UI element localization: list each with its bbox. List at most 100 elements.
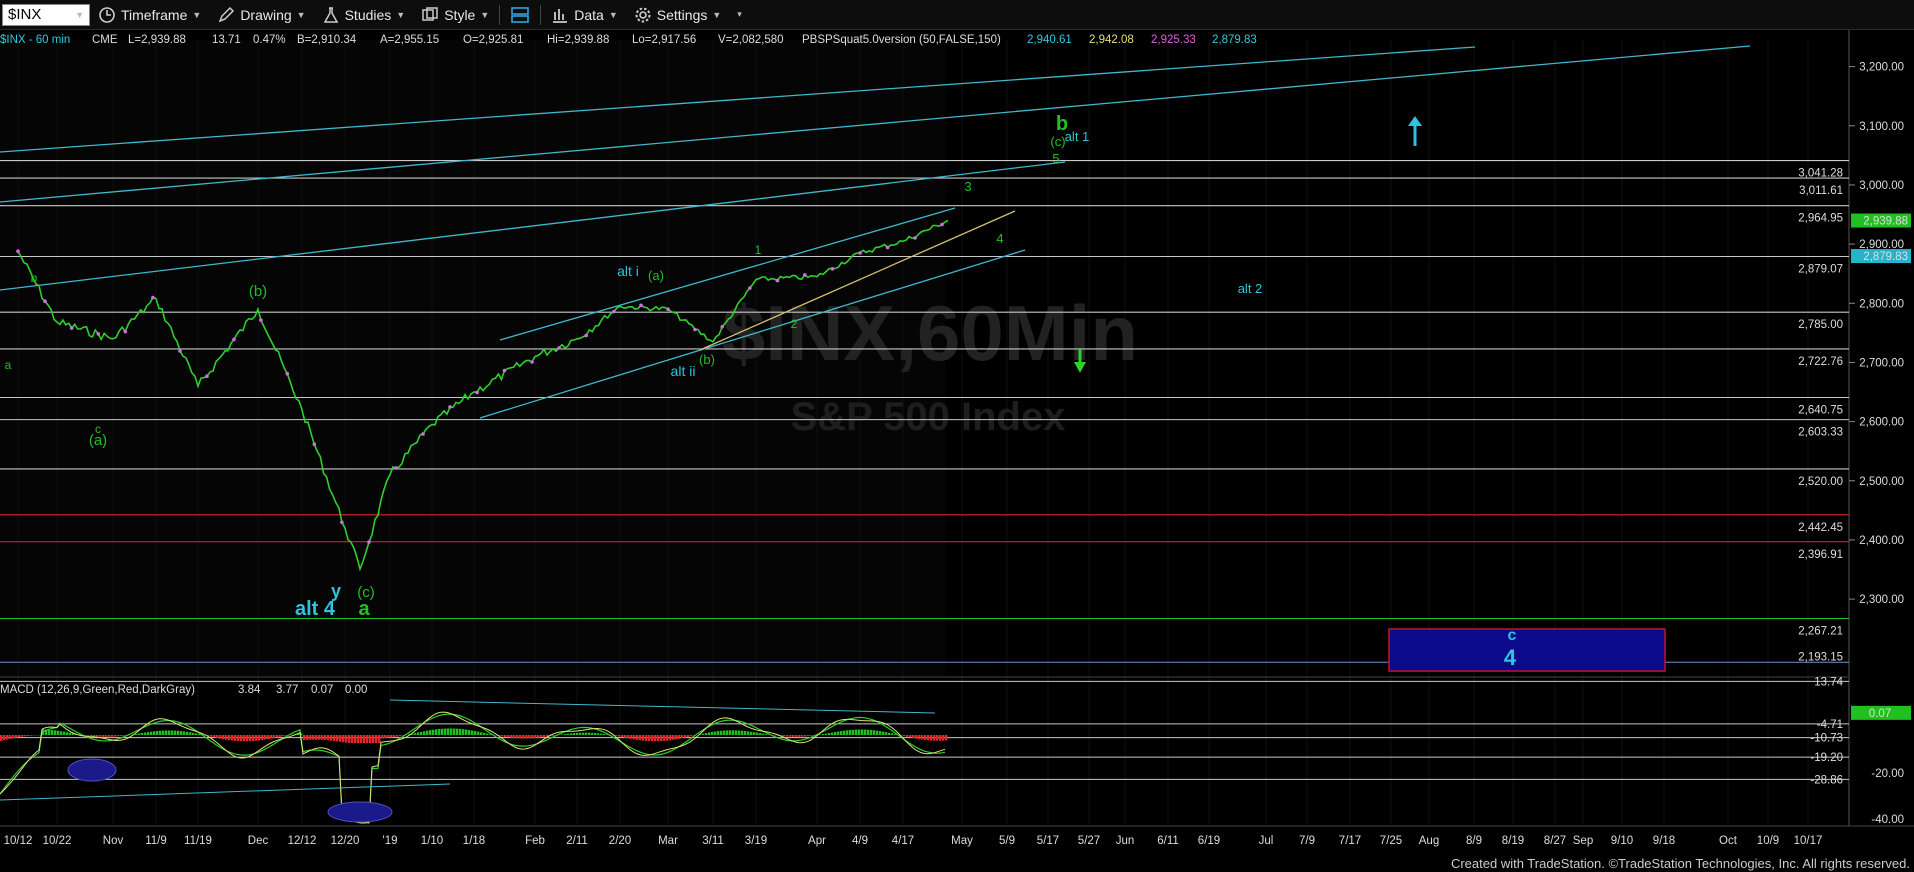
target-zone-box (1388, 628, 1666, 672)
macd-bar (903, 735, 906, 737)
studies-label: Studies (344, 6, 392, 23)
macd-bar (825, 733, 828, 735)
price-dot (340, 520, 344, 525)
price-dot (693, 327, 697, 332)
macd-bar (135, 733, 138, 735)
price-axis: 3,200.00 3,100.00 3,000.00 2,900.00 2,800.00… (1849, 62, 1911, 606)
style-button[interactable]: Style ▼ (413, 0, 497, 29)
macd-bar (582, 732, 585, 735)
timeframe-button[interactable]: Timeframe ▼ (90, 0, 209, 29)
macd-bar (828, 733, 831, 735)
price-markers (16, 222, 944, 544)
toolbar-divider (499, 4, 501, 25)
macd-bar (423, 731, 426, 735)
macd-bar (27, 735, 30, 736)
wave-label: 4 (1504, 645, 1517, 670)
macd-bar (498, 735, 501, 737)
macd-bar (216, 735, 219, 739)
toolbar-overflow-button[interactable]: ▾ (729, 0, 750, 29)
macd-bar (681, 735, 684, 739)
macd-bar (18, 735, 21, 738)
info-bid: B=2,910.34 (297, 34, 357, 46)
wave-label: alt 2 (1238, 281, 1263, 296)
macd-bar (714, 731, 717, 735)
x-tick-label: Dec (248, 835, 269, 847)
wave-trendline (699, 210, 1016, 351)
macd-bar (873, 730, 876, 735)
chart-area[interactable]: $INX,60Min S&P 500 Index 3,041.28 3,011.6… (0, 30, 1914, 872)
macd-bar (243, 735, 246, 742)
drawing-button[interactable]: Drawing ▼ (209, 0, 313, 29)
macd-bar (357, 735, 360, 743)
macd-bar (120, 735, 123, 737)
macd-bar (426, 730, 429, 735)
settings-button[interactable]: Settings ▼ (626, 0, 730, 29)
macd-bar (591, 732, 594, 735)
info-ask: A=2,955.15 (380, 34, 439, 46)
layout-icon (511, 6, 530, 23)
price-dot (612, 309, 616, 314)
macd-bar (267, 735, 270, 740)
macd-bar (420, 731, 423, 735)
macd-bar (480, 732, 483, 735)
macd-bar (528, 735, 531, 739)
macd-bar (198, 734, 201, 735)
macd-bar (891, 733, 894, 735)
macd-bar (417, 732, 420, 735)
macd-bar (657, 735, 660, 742)
macd-bar (45, 729, 48, 735)
price-dot (666, 307, 670, 312)
x-tick-label: 5/17 (1037, 835, 1059, 847)
price-dot (232, 337, 236, 342)
x-tick-label: 8/19 (1502, 835, 1524, 847)
macd-bar (306, 735, 309, 741)
data-button[interactable]: Data ▼ (543, 0, 626, 29)
x-tick-label: Jun (1116, 835, 1135, 847)
macd-bar (732, 730, 735, 735)
price-dot (285, 371, 290, 376)
macd-bar (219, 735, 222, 739)
y-tick-label: 2,600.00 (1859, 417, 1904, 429)
macd-highlight-ellipse (327, 801, 393, 823)
chevron-down-icon[interactable]: ▼ (75, 9, 84, 20)
macd-bar (876, 730, 879, 735)
y-tick-label: 2,500.00 (1859, 476, 1904, 488)
macd-bar (96, 735, 99, 737)
macd-bar (726, 730, 729, 735)
macd-bar (192, 732, 195, 735)
macd-bar (186, 731, 189, 735)
price-dot (367, 540, 371, 544)
macd-bar (630, 735, 633, 739)
x-tick-label: 10/12 (4, 835, 33, 847)
macd-bar (759, 733, 762, 735)
macd-bar (312, 735, 315, 740)
macd-bar (849, 729, 852, 735)
macd-bar (228, 735, 231, 741)
x-tick-label: 2/11 (566, 835, 588, 847)
style-label: Style (444, 6, 476, 23)
macd-bar (396, 735, 399, 737)
studies-button[interactable]: Studies ▼ (314, 0, 414, 29)
macd-bar (636, 735, 639, 740)
macd-bar (174, 730, 177, 735)
macd-bar (108, 735, 111, 737)
macd-bar (459, 728, 462, 735)
macd-legend-value: 0.07 (311, 684, 333, 696)
macd-bar (54, 730, 57, 735)
x-tick-label: Nov (103, 835, 124, 847)
macd-bar (531, 735, 534, 739)
x-tick-label: 4/17 (892, 835, 914, 847)
macd-bar (9, 735, 12, 739)
macd-bar (936, 735, 939, 741)
x-tick-label: Aug (1419, 835, 1439, 847)
macd-bar (684, 735, 687, 738)
layout-button[interactable] (502, 0, 538, 29)
macd-histogram (0, 728, 948, 743)
x-tick-label: 1/18 (463, 835, 485, 847)
macd-bar (840, 731, 843, 735)
macd-bar (111, 735, 114, 737)
macd-bar (360, 735, 363, 743)
level-line-label: 2,722.76 (1798, 356, 1843, 368)
symbol-input[interactable]: $INX ▼ (2, 3, 90, 26)
macd-bar (477, 731, 480, 735)
